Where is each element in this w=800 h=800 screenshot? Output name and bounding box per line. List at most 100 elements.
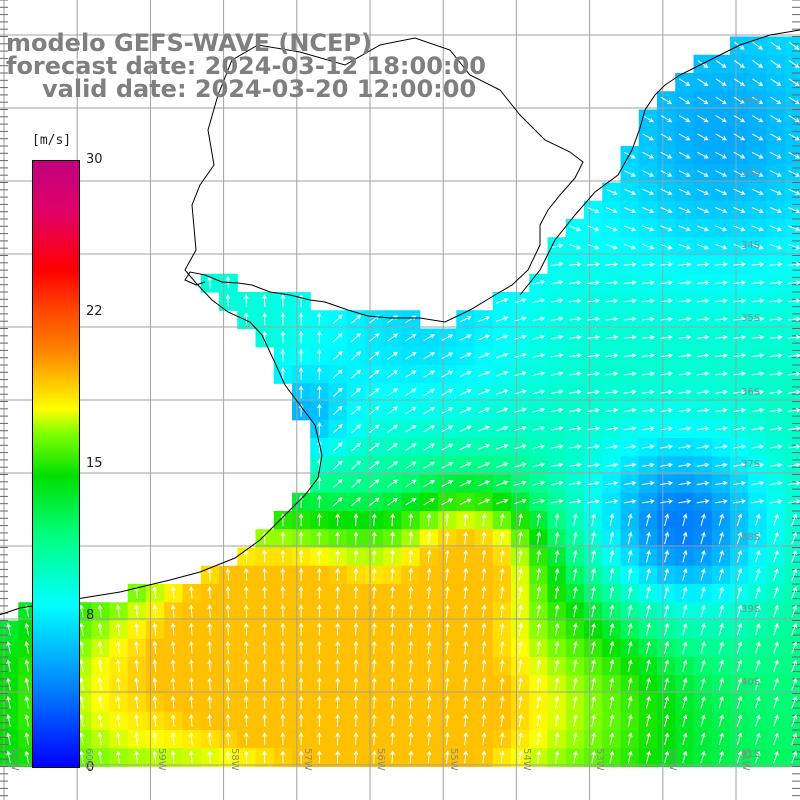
wind-arrow (736, 586, 743, 599)
wind-arrow (791, 714, 798, 727)
wind-arrow (518, 695, 523, 709)
wind-arrow (715, 151, 728, 159)
wind-arrow (152, 622, 158, 636)
wind-arrow (24, 622, 30, 636)
wind-arrow (733, 444, 747, 450)
wind-arrow (441, 425, 454, 433)
wind-arrow (280, 750, 286, 764)
wind-arrow (445, 640, 450, 654)
wind-arrow (664, 568, 670, 581)
wind-arrow (627, 549, 633, 563)
wind-arrow (718, 513, 724, 527)
wind-arrow (664, 750, 670, 764)
wind-arrow (405, 333, 417, 342)
wind-arrow (714, 316, 728, 322)
wind-arrow (791, 695, 798, 709)
wind-arrow (536, 531, 542, 545)
wind-arrow (609, 677, 615, 691)
wind-arrow (605, 499, 619, 504)
wind-arrow (189, 622, 194, 636)
wind-arrow (773, 714, 779, 727)
wind-arrow (642, 115, 654, 123)
wind-arrow (499, 677, 505, 691)
wind-arrow (335, 659, 341, 673)
wind-arrow (568, 389, 582, 395)
wind-arrow (696, 462, 710, 468)
wind-speed-cell (784, 127, 800, 147)
wind-arrow (678, 151, 691, 159)
wind-arrow (115, 640, 121, 654)
wind-arrow (605, 444, 619, 450)
wind-arrow (736, 714, 743, 727)
wind-arrow (463, 604, 469, 618)
lat-label: 34S (741, 240, 761, 251)
wind-arrow (371, 695, 377, 709)
wind-arrow (733, 225, 746, 232)
wind-arrow (678, 316, 692, 322)
wind-arrow (751, 115, 764, 123)
wind-arrow (536, 750, 542, 764)
model-title: modelo GEFS-WAVE (NCEP) (6, 29, 372, 57)
wind-arrow (262, 750, 267, 764)
wind-arrow (733, 96, 746, 105)
wind-arrow (682, 659, 688, 673)
wind-arrow (335, 713, 341, 727)
wind-arrow (715, 170, 728, 177)
wind-arrow (298, 348, 304, 362)
wind-arrow (243, 640, 249, 654)
wind-arrow (718, 622, 724, 636)
wind-arrow (496, 480, 509, 487)
wind-arrow (499, 513, 505, 527)
wind-speed-cell (784, 237, 800, 257)
wind-arrow (298, 367, 304, 381)
wind-arrow (499, 586, 505, 600)
wind-arrow (423, 407, 435, 415)
wind-arrow (733, 298, 747, 304)
wind-arrow (6, 750, 11, 764)
wind-arrow (627, 513, 633, 527)
wind-arrow (499, 567, 505, 581)
wind-arrow (678, 407, 692, 413)
wind-arrow (678, 298, 692, 304)
wind-arrow (682, 695, 688, 709)
wind-arrow (773, 732, 779, 745)
wind-arrow (751, 280, 765, 285)
wind-arrow (496, 316, 509, 322)
wind-speed-cell (784, 200, 800, 220)
wind-arrow (591, 567, 596, 581)
wind-arrow (609, 513, 615, 527)
wind-arrow (736, 531, 743, 545)
wind-arrow (605, 353, 619, 358)
lon-label: 61W (9, 748, 20, 771)
wind-arrow (280, 549, 286, 563)
wind-arrow (426, 604, 432, 618)
wind-arrow (243, 604, 249, 618)
wind-arrow (371, 640, 377, 654)
wind-arrow (514, 334, 527, 340)
wind-arrow (280, 659, 286, 673)
wind-arrow (568, 444, 582, 450)
wind-arrow (481, 713, 487, 727)
wind-arrow (605, 334, 619, 340)
wind-arrow (405, 479, 417, 488)
wind-arrow (645, 659, 651, 673)
wind-arrow (518, 622, 523, 636)
wind-arrow (518, 677, 523, 691)
wind-arrow (587, 225, 600, 232)
wind-arrow (550, 407, 564, 413)
wind-arrow (262, 713, 267, 727)
wind-arrow (660, 316, 674, 322)
wind-arrow (591, 513, 596, 527)
wind-arrow (587, 444, 601, 450)
wind-arrow (573, 531, 578, 545)
wind-arrow (6, 695, 11, 709)
wind-arrow (134, 732, 139, 746)
wind-arrow (752, 41, 764, 50)
wind-arrow (369, 461, 380, 470)
wind-arrow (568, 407, 582, 413)
wind-arrow (568, 462, 582, 468)
wind-arrow (115, 622, 121, 636)
wind-speed-cell (784, 511, 800, 530)
wind-arrow (332, 405, 343, 416)
